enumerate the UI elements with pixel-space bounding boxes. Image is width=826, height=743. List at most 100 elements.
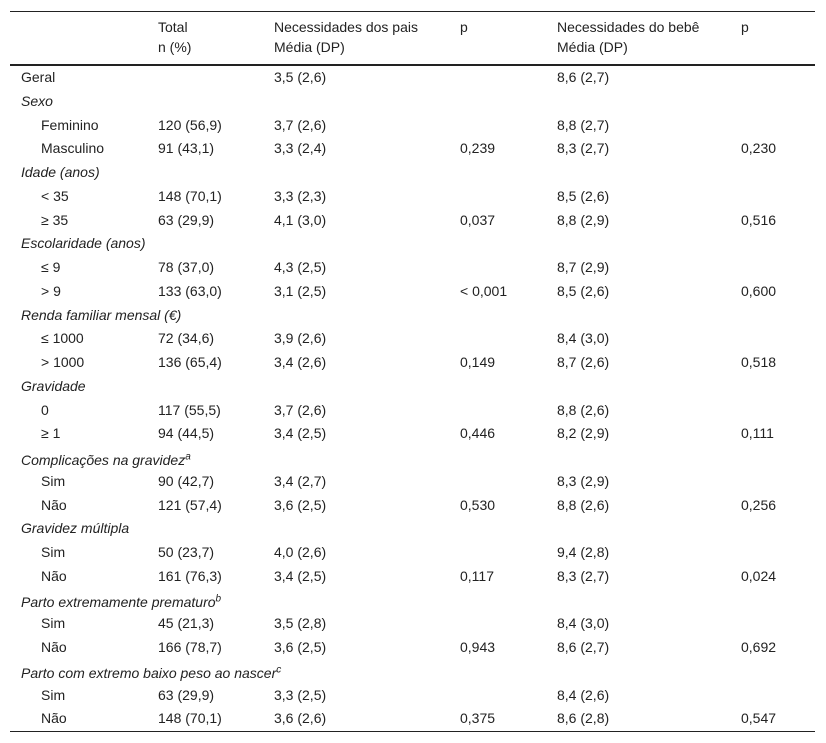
- cell: 3,4 (2,5): [274, 567, 327, 584]
- group-label: Gravidade: [21, 376, 86, 396]
- cell: 8,8 (2,6): [557, 496, 610, 513]
- cell: 3,4 (2,7): [274, 472, 327, 489]
- row-label: Não: [41, 639, 67, 655]
- cell: 117 (55,5): [158, 401, 221, 418]
- cell: 8,4 (3,0): [557, 330, 610, 347]
- cell: 78 (37,0): [158, 259, 215, 275]
- header-cell: p: [460, 19, 468, 35]
- cell: 8,3 (2,7): [557, 140, 610, 157]
- cell: 3,6 (2,6): [274, 710, 327, 727]
- cell: 0,375: [460, 710, 496, 727]
- cell: 3,3 (2,3): [274, 187, 327, 204]
- cell: 0,111: [741, 425, 774, 442]
- group-label: Sexo: [21, 91, 53, 111]
- cell: 8,8 (2,9): [557, 211, 610, 228]
- header-cell: Necessidades dos pais: [274, 19, 418, 35]
- top-rule: [10, 11, 815, 12]
- cell: 148 (70,1): [158, 710, 222, 727]
- cell: 63 (29,9): [158, 211, 215, 228]
- cell: 0,037: [460, 211, 496, 228]
- cell: 3,5 (2,6): [274, 69, 327, 85]
- cell: 0,518: [741, 354, 777, 370]
- cell: 8,4 (3,0): [557, 615, 610, 632]
- cell: 0,943: [460, 639, 496, 655]
- cell: 0,600: [741, 282, 777, 299]
- cell: < 0,001: [460, 282, 508, 299]
- cell: 4,1 (3,0): [274, 211, 327, 228]
- cell: 91 (43,1): [158, 140, 215, 157]
- footnote-mark: c: [276, 664, 282, 676]
- header-cell: Média (DP): [557, 39, 628, 55]
- row-label: Não: [41, 710, 67, 727]
- cell: 8,3 (2,9): [557, 472, 610, 489]
- row-label: ≤ 9: [41, 259, 61, 275]
- cell: 4,3 (2,5): [274, 259, 327, 275]
- group-label: Escolaridade (anos): [21, 233, 146, 253]
- cell: 8,5 (2,6): [557, 187, 610, 204]
- cell: 8,8 (2,6): [557, 401, 610, 418]
- cell: 8,7 (2,9): [557, 259, 610, 275]
- cell: 8,4 (2,6): [557, 686, 610, 703]
- cell: 3,5 (2,8): [274, 615, 327, 632]
- row-label: < 35: [41, 187, 69, 204]
- group-title: Complicações na gravidez: [21, 451, 186, 468]
- cell: 4,0 (2,6): [274, 544, 327, 560]
- header-cell: Total: [158, 19, 188, 35]
- cell: 0,117: [460, 567, 494, 584]
- cell: 3,9 (2,6): [274, 330, 327, 347]
- cell: 8,2 (2,9): [557, 425, 610, 442]
- header-cell: n (%): [158, 39, 192, 55]
- cell: 3,3 (2,4): [274, 140, 327, 157]
- cell: 3,1 (2,5): [274, 282, 327, 299]
- cell: 3,7 (2,6): [274, 116, 327, 133]
- cell: 0,256: [741, 496, 777, 513]
- cell: 8,6 (2,8): [557, 710, 610, 727]
- cell: 121 (57,4): [158, 496, 222, 513]
- group-title: Parto extremamente prematuro: [21, 594, 216, 611]
- cell: 0,516: [741, 211, 777, 228]
- group-label: Gravidez múltipla: [21, 518, 129, 538]
- cell: 8,3 (2,7): [557, 567, 610, 584]
- cell: 0,024: [741, 567, 777, 584]
- row-label: Sim: [41, 544, 66, 560]
- row-label: Sim: [41, 615, 66, 632]
- cell: 148 (70,1): [158, 187, 222, 204]
- cell: 136 (65,4): [158, 354, 222, 370]
- cell: 8,5 (2,6): [557, 282, 610, 299]
- cell: 0,530: [460, 496, 496, 513]
- cell: 0,230: [741, 140, 777, 157]
- cell: 45 (21,3): [158, 615, 215, 632]
- header-rule: [10, 64, 815, 66]
- cell: 120 (56,9): [158, 116, 222, 133]
- cell: 94 (44,5): [158, 425, 215, 442]
- footnote-mark: b: [215, 593, 222, 605]
- cell: 3,4 (2,5): [274, 425, 327, 442]
- group-title: Gravidez múltipla: [21, 520, 130, 537]
- row-label: > 1000: [41, 354, 85, 370]
- footnote-mark: a: [185, 451, 191, 462]
- row-label: > 9: [41, 282, 61, 299]
- group-label: Idade (anos): [21, 162, 100, 182]
- cell: 8,7 (2,6): [557, 354, 610, 370]
- cell: 63 (29,9): [158, 686, 215, 703]
- cell: 0,547: [741, 710, 777, 727]
- cell: 90 (42,7): [158, 472, 215, 489]
- cell: 166 (78,7): [158, 639, 222, 655]
- cell: 0,239: [460, 140, 496, 157]
- cell: 0,149: [460, 354, 496, 370]
- row-label: ≥ 1: [41, 425, 61, 442]
- bottom-rule: [10, 731, 815, 732]
- cell: 3,7 (2,6): [274, 401, 327, 418]
- cell: 3,3 (2,5): [274, 686, 327, 703]
- group-title: Escolaridade (anos): [21, 235, 146, 252]
- cell: 3,6 (2,5): [274, 496, 327, 513]
- row-label: ≥ 35: [41, 211, 69, 228]
- group-title: Idade (anos): [21, 164, 100, 180]
- row-label: Masculino: [41, 140, 105, 157]
- group-label: Parto extremamente prematurob: [21, 590, 221, 613]
- cell: 8,6 (2,7): [557, 639, 610, 655]
- cell: 0,692: [741, 639, 777, 655]
- cell: 3,6 (2,5): [274, 639, 327, 655]
- row-label: Feminino: [41, 116, 99, 133]
